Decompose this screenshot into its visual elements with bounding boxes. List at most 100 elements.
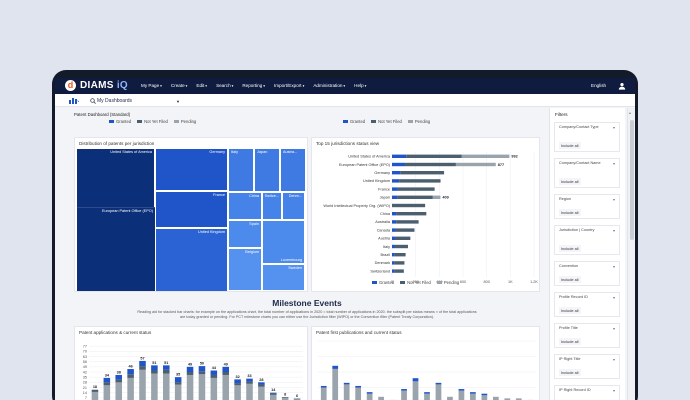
bar-segment: [103, 382, 111, 386]
data-label: 35: [176, 373, 180, 377]
filter-group[interactable]: Profile Title ▾ Include all: [554, 323, 620, 348]
filter-value[interactable]: Include all: [559, 245, 581, 252]
treemap-cell[interactable]: Germany: [156, 149, 227, 191]
filter-value[interactable]: Include all: [559, 307, 581, 314]
bar-segment: [258, 384, 265, 387]
filter-value[interactable]: Include all: [559, 209, 581, 216]
filter-value[interactable]: Include all: [559, 369, 581, 376]
legend-granted: Granted: [372, 280, 394, 285]
bar-segment: [392, 203, 426, 208]
filter-group[interactable]: Company/Contact Name ▾ Include all: [554, 158, 620, 188]
bar-segment: [401, 390, 407, 400]
hbar-title: Top 15 jurisdictions status view: [316, 141, 380, 146]
category-label: United States of America: [348, 155, 391, 159]
bar-segment: [392, 236, 395, 240]
category-label: World Intellectual Property Org. (WIPO): [323, 204, 390, 208]
filter-value[interactable]: Include all: [559, 178, 581, 185]
bar-segment: [470, 393, 476, 400]
brand-suffix: iQ: [116, 80, 128, 91]
menu-import-export[interactable]: Import/Export: [274, 83, 304, 88]
legend-granted: Granted: [343, 119, 365, 124]
chevron-down-icon[interactable]: ▾: [613, 125, 616, 130]
treemap-title: Distribution of patents per jurisdiction: [79, 141, 155, 146]
scroll-up-icon[interactable]: ▴: [629, 110, 632, 115]
treemap-cell[interactable]: Luxembourg: [262, 220, 305, 264]
filter-label: Company/Contact Type: [559, 125, 599, 129]
x-tick-label: 1K: [508, 280, 513, 284]
treemap-cell[interactable]: Japan: [254, 149, 279, 191]
chevron-down-icon[interactable]: ▾: [613, 326, 616, 331]
bar-segment: [470, 392, 476, 394]
chevron-down-icon[interactable]: ▾: [613, 388, 616, 393]
bar-segment: [320, 387, 327, 400]
chevron-down-icon[interactable]: ▾: [613, 161, 616, 166]
bar-segment: [392, 179, 400, 183]
treemap-cell[interactable]: France: [156, 192, 227, 228]
y-tick-label: 42: [83, 370, 87, 374]
menu-administration[interactable]: Administration: [313, 83, 345, 88]
chevron-down-icon[interactable]: ▾: [613, 295, 616, 300]
treemap-cell[interactable]: China: [228, 192, 262, 220]
category-label: Brazil: [381, 253, 391, 257]
chevron-down-icon[interactable]: ▾: [613, 357, 616, 362]
filter-group[interactable]: Convention ▾ Include all: [554, 261, 620, 286]
menu-help[interactable]: Help: [354, 83, 366, 88]
app-screen: d DIAMS iQ My Page Create Edit Search Re…: [55, 78, 635, 400]
dashboard-select[interactable]: My Dashboards ▼: [88, 96, 180, 105]
menu-search[interactable]: Search: [216, 83, 233, 88]
menu-edit[interactable]: Edit: [196, 83, 207, 88]
legend-not-yet-filed: Not Yet Filed: [371, 119, 402, 124]
treemap-cell[interactable]: Denm...: [282, 192, 305, 220]
filter-value[interactable]: Include all: [559, 338, 581, 345]
bar-segment: [392, 269, 395, 273]
filter-label: IP Right Title: [559, 357, 581, 361]
user-icon[interactable]: [618, 82, 626, 90]
filter-value[interactable]: Include all: [559, 276, 581, 283]
bar-segment: [270, 392, 277, 394]
filter-label: Profile Record ID: [559, 295, 588, 299]
menu-my-page[interactable]: My Page: [141, 83, 162, 88]
language-selector[interactable]: English: [591, 83, 607, 88]
bar-segment: [174, 384, 182, 400]
treemap-cell[interactable]: Belgium: [228, 248, 262, 291]
filter-value[interactable]: Include all: [559, 142, 581, 149]
bar-segment: [392, 212, 397, 216]
dashboard-content: Patent Dashboard (Standard) Granted Not …: [67, 108, 547, 400]
treemap-cell[interactable]: United Kingdom: [156, 229, 227, 291]
filter-group[interactable]: Company/Contact Type ▾ Include all: [554, 122, 620, 152]
menu-create[interactable]: Create: [171, 83, 188, 88]
treemap-cell[interactable]: European Patent Office (EPO): [77, 207, 155, 291]
filter-group[interactable]: IP Right Title ▾ Include all: [554, 354, 620, 379]
filter-group[interactable]: Jurisdiction | Country ▾ Include all: [554, 225, 620, 255]
category-label: United Kingdom: [363, 179, 390, 183]
treemap-cell[interactable]: Sweden: [262, 264, 305, 291]
data-label: 14: [271, 388, 276, 392]
chevron-down-icon[interactable]: ▾: [613, 228, 616, 233]
bar-segment: [435, 382, 442, 385]
menu-reporting[interactable]: Reporting: [242, 83, 265, 88]
treemap-cell[interactable]: Spain: [228, 220, 262, 248]
chevron-down-icon[interactable]: ▾: [613, 197, 616, 202]
scrollbar-thumb[interactable]: [630, 120, 634, 240]
chevron-down-icon[interactable]: ▾: [613, 264, 616, 269]
treemap-cell[interactable]: Italy: [228, 149, 253, 191]
chevron-down-icon: ▼: [176, 99, 180, 104]
filter-group[interactable]: Region ▾ Include all: [554, 194, 620, 219]
treemap-cell[interactable]: Austra...: [280, 149, 305, 191]
data-label: 51: [152, 361, 156, 365]
applications-panel: Patent applications & current status 071…: [74, 326, 308, 400]
filter-group[interactable]: Profile Record ID ▾ Include all: [554, 292, 620, 317]
scrollbar[interactable]: ▴: [627, 108, 635, 400]
filter-group[interactable]: IP Right Record ID▾Include all: [554, 385, 620, 400]
applications-title: Patent applications & current status: [79, 330, 152, 335]
treemap-cell[interactable]: Switze...: [262, 192, 282, 220]
filter-label: IP Right Record ID: [559, 388, 591, 392]
bar-segment: [174, 377, 182, 383]
x-tick-label: 800: [483, 280, 489, 284]
y-tick-label: 56: [83, 360, 87, 364]
y-tick-label: 70: [83, 350, 87, 354]
legend-granted: Granted: [109, 119, 131, 124]
bar-segment: [435, 384, 442, 400]
bar-chart-icon[interactable]: [69, 97, 79, 104]
bar-segment: [406, 154, 462, 158]
